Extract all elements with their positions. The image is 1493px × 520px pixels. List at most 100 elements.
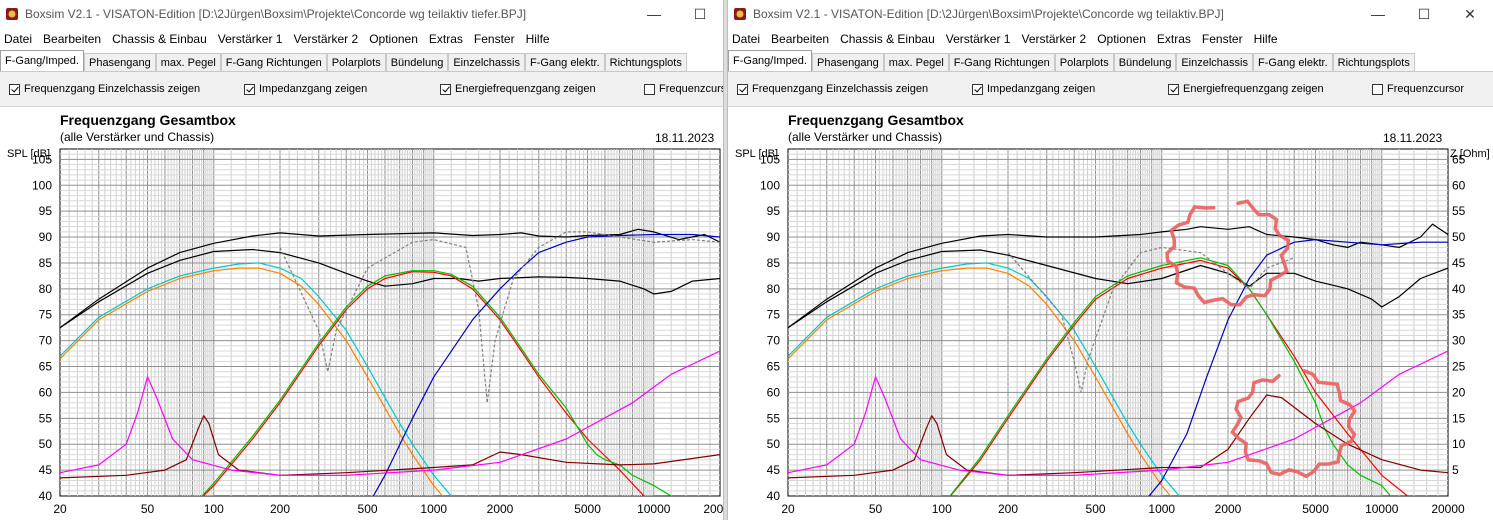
checkbox-energiefrequenzgang[interactable]: Energiefrequenzgang zeigen: [1168, 83, 1324, 95]
tab-phasengang[interactable]: Phasengang: [811, 53, 884, 71]
y-tick-label: 65: [767, 360, 781, 374]
tab-einzelchassis[interactable]: Einzelchassis: [1176, 53, 1253, 71]
tab-richtungsplots[interactable]: Richtungsplots: [1332, 53, 1415, 71]
y2-tick-label: 25: [1452, 360, 1466, 374]
checkbox-box[interactable]: [644, 83, 655, 95]
menu-verstaerker-1[interactable]: Verstärker 1: [217, 32, 283, 46]
y-tick-label: 55: [767, 411, 781, 425]
x-tick-label: 1000: [1148, 502, 1175, 516]
menu-hilfe[interactable]: Hilfe: [1253, 32, 1278, 46]
menu-verstaerker-1[interactable]: Verstärker 1: [945, 32, 1011, 46]
checkbox-box[interactable]: [440, 83, 451, 95]
tab-phasengang[interactable]: Phasengang: [83, 53, 156, 71]
checkbox-box[interactable]: [1168, 83, 1179, 95]
boxsim-app-icon: [734, 8, 746, 20]
frequency-response-chart: Frequenzgang Gesamtbox (alle Verstärker …: [728, 107, 1493, 520]
series-line-directivity: [279, 231, 720, 404]
checkbox-einzelchassis[interactable]: Frequenzgang Einzelchassis zeigen: [737, 83, 928, 95]
tab-fgang-elektr[interactable]: F-Gang elektr.: [1252, 53, 1333, 71]
checkbox-impedanzgang[interactable]: Impedanzgang zeigen: [972, 83, 1095, 95]
title-bar[interactable]: Boxsim V2.1 - VISATON-Edition [D:\2Jürge…: [728, 0, 1493, 28]
checkbox-box[interactable]: [1372, 83, 1383, 95]
x-tick-label: 500: [358, 502, 378, 516]
chart-plot-svg[interactable]: 40 45 50 55 60 65 70 75 80 85 90 95 100 105 5 10 15 20 25 3…: [728, 107, 1493, 520]
y2-tick-label: 45: [1452, 256, 1466, 270]
menu-fenster[interactable]: Fenster: [1201, 32, 1243, 46]
tab-einzelchassis[interactable]: Einzelchassis: [448, 53, 525, 71]
boxsim-window-left: Boxsim V2.1 - VISATON-Edition [D:\2Jürge…: [0, 0, 723, 520]
maximize-button[interactable]: ☐: [693, 6, 707, 22]
x-tick-label: 20: [53, 502, 67, 516]
y-tick-label: 75: [39, 308, 53, 322]
menu-extras[interactable]: Extras: [428, 32, 463, 46]
series-line-mid-energy: [949, 257, 1392, 496]
y-tick-label: 45: [767, 463, 781, 477]
checkbox-box[interactable]: [244, 83, 255, 95]
y2-tick-label: 15: [1452, 411, 1466, 425]
menu-datei[interactable]: Datei: [732, 32, 761, 46]
maximize-button[interactable]: ☐: [1417, 6, 1431, 22]
y2-tick-label: 40: [1452, 282, 1466, 296]
close-button[interactable]: ✕: [1464, 6, 1476, 22]
y-tick-label: 80: [767, 282, 781, 296]
x-tick-label: 100: [204, 502, 224, 516]
menu-fenster[interactable]: Fenster: [473, 32, 515, 46]
y2-tick-label: 50: [1452, 230, 1466, 244]
menu-verstaerker-2[interactable]: Verstärker 2: [293, 32, 359, 46]
checkbox-box[interactable]: [9, 83, 20, 95]
x-tick-label: 5000: [574, 502, 601, 516]
tab-fgang-richtungen[interactable]: F-Gang Richtungen: [948, 53, 1055, 71]
menu-chassis-einbau[interactable]: Chassis & Einbau: [112, 32, 207, 46]
menu-bar: Datei Bearbeiten Chassis & Einbau Verstä…: [728, 29, 1493, 49]
tab-fgang-imped[interactable]: F-Gang/Imped.: [728, 50, 812, 71]
tab-fgang-elektr[interactable]: F-Gang elektr.: [524, 53, 605, 71]
tab-polarplots[interactable]: Polarplots: [1054, 53, 1114, 71]
menu-optionen[interactable]: Optionen: [1097, 32, 1146, 46]
menu-bearbeiten[interactable]: Bearbeiten: [771, 32, 830, 46]
menu-bearbeiten[interactable]: Bearbeiten: [43, 32, 102, 46]
series-line-impedance-total: [788, 394, 1448, 479]
y2-tick-label: 55: [1452, 204, 1466, 218]
series-line-bass: [788, 267, 1172, 496]
menu-extras[interactable]: Extras: [1156, 32, 1191, 46]
tab-richtungsplots[interactable]: Richtungsplots: [604, 53, 687, 71]
chart-plot-svg[interactable]: 40 45 50 55 60 65 70 75 80 85 90 95 100 105 20 50 100 200…: [0, 107, 723, 520]
y-tick-label: 70: [767, 334, 781, 348]
tab-max-pegel[interactable]: max. Pegel: [155, 53, 221, 71]
menu-optionen[interactable]: Optionen: [369, 32, 418, 46]
menu-chassis-einbau[interactable]: Chassis & Einbau: [840, 32, 935, 46]
series-line-bass-energy: [788, 262, 1180, 496]
menu-verstaerker-2[interactable]: Verstärker 2: [1021, 32, 1087, 46]
checkbox-impedanzgang[interactable]: Impedanzgang zeigen: [244, 83, 367, 95]
grid: [60, 149, 720, 496]
checkbox-frequenzcursor[interactable]: Frequenzcursor: [1372, 83, 1464, 95]
series-line-energy: [60, 248, 720, 329]
series-line-mid: [202, 271, 645, 496]
y-tick-label: 85: [767, 256, 781, 270]
tab-buendelung[interactable]: Bündelung: [385, 53, 449, 71]
tab-fgang-imped[interactable]: F-Gang/Imped.: [0, 50, 84, 71]
series-group: [60, 228, 720, 496]
checkbox-energiefrequenzgang[interactable]: Energiefrequenzgang zeigen: [440, 83, 596, 95]
checkbox-box[interactable]: [737, 83, 748, 95]
tab-max-pegel[interactable]: max. Pegel: [883, 53, 949, 71]
tab-polarplots[interactable]: Polarplots: [326, 53, 386, 71]
checkbox-label: Impedanzgang zeigen: [259, 83, 368, 95]
tab-fgang-richtungen[interactable]: F-Gang Richtungen: [220, 53, 327, 71]
tab-buendelung[interactable]: Bündelung: [1113, 53, 1177, 71]
options-toolbar: Frequenzgang Einzelchassis zeigen Impeda…: [728, 72, 1493, 107]
minimize-button[interactable]: —: [647, 6, 661, 22]
x-tick-label: 2000: [1215, 502, 1242, 516]
checkbox-frequenzcursor[interactable]: Frequenzcursor: [644, 83, 723, 95]
tab-bar: F-Gang/Imped. Phasengang max. Pegel F-Ga…: [728, 50, 1493, 72]
minimize-button[interactable]: —: [1371, 6, 1385, 22]
menu-datei[interactable]: Datei: [4, 32, 33, 46]
y2-tick-label: 35: [1452, 308, 1466, 322]
checkbox-einzelchassis[interactable]: Frequenzgang Einzelchassis zeigen: [9, 83, 200, 95]
y-tick-label: 105: [760, 152, 780, 166]
title-bar[interactable]: Boxsim V2.1 - VISATON-Edition [D:\2Jürge…: [0, 0, 723, 28]
options-toolbar: Frequenzgang Einzelchassis zeigen Impeda…: [0, 72, 723, 107]
checkbox-box[interactable]: [972, 83, 983, 95]
menu-hilfe[interactable]: Hilfe: [525, 32, 550, 46]
menu-bar: Datei Bearbeiten Chassis & Einbau Verstä…: [0, 29, 723, 49]
